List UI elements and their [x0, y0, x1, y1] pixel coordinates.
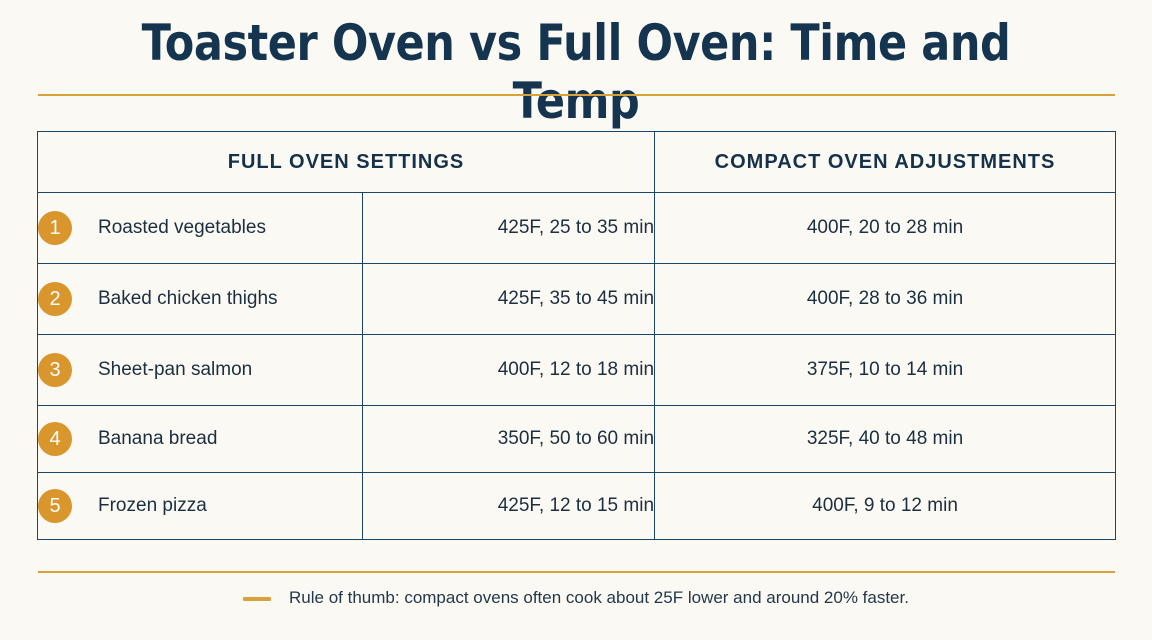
row-number-badge: 4 [38, 422, 72, 456]
food-name: Sheet-pan salmon [98, 359, 253, 380]
food-name: Banana bread [98, 428, 218, 449]
table-row: 1 Roasted vegetables 425F, 25 to 35 min 4… [37, 192, 1117, 264]
compact-oven-header: COMPACT OVEN ADJUSTMENTS [654, 131, 1117, 193]
compact-oven-value: 375F, 10 to 14 min [654, 334, 1117, 406]
footnote: Rule of thumb: compact ovens often cook … [0, 588, 1152, 608]
row-number-badge: 1 [38, 211, 72, 245]
compact-oven-value: 400F, 20 to 28 min [654, 192, 1117, 264]
food-cell: 1 Roasted vegetables [37, 192, 363, 264]
food-name: Baked chicken thighs [98, 288, 278, 309]
food-cell: 4 Banana bread [37, 405, 363, 473]
footnote-text: Rule of thumb: compact ovens often cook … [289, 588, 909, 607]
food-cell: 3 Sheet-pan salmon [37, 334, 363, 406]
top-divider [38, 94, 1115, 96]
compact-oven-value: 400F, 9 to 12 min [654, 472, 1117, 540]
row-number-badge: 2 [38, 282, 72, 316]
food-name: Roasted vegetables [98, 217, 266, 238]
row-number-badge: 5 [38, 489, 72, 523]
table-header-row: FULL OVEN SETTINGS COMPACT OVEN ADJUSTME… [36, 131, 1117, 193]
full-oven-value: 350F, 50 to 60 min [361, 405, 656, 473]
food-name: Frozen pizza [98, 495, 207, 516]
dash-icon [243, 596, 272, 601]
compact-oven-value: 400F, 28 to 36 min [654, 263, 1117, 335]
bottom-divider [38, 571, 1115, 573]
table-row: 2 Baked chicken thighs 425F, 35 to 45 min… [37, 263, 1117, 335]
row-number-badge: 3 [38, 353, 72, 387]
comparison-table: FULL OVEN SETTINGS COMPACT OVEN ADJUSTME… [36, 131, 1117, 540]
full-oven-value: 400F, 12 to 18 min [361, 334, 656, 406]
page-title: Toaster Oven vs Full Oven: Time and Temp [141, 14, 1011, 130]
food-cell: 5 Frozen pizza [37, 472, 363, 540]
full-oven-header: FULL OVEN SETTINGS [36, 131, 656, 193]
table-row: 5 Frozen pizza 425F, 12 to 15 min 400F, 9… [37, 472, 1117, 540]
food-cell: 2 Baked chicken thighs [37, 263, 363, 335]
compact-oven-value: 325F, 40 to 48 min [654, 405, 1117, 473]
full-oven-value: 425F, 25 to 35 min [361, 192, 656, 264]
full-oven-value: 425F, 35 to 45 min [361, 263, 656, 335]
full-oven-value: 425F, 12 to 15 min [361, 472, 656, 540]
table-row: 4 Banana bread 350F, 50 to 60 min 325F, 4… [37, 405, 1117, 473]
table-row: 3 Sheet-pan salmon 400F, 12 to 18 min 375… [37, 334, 1117, 406]
